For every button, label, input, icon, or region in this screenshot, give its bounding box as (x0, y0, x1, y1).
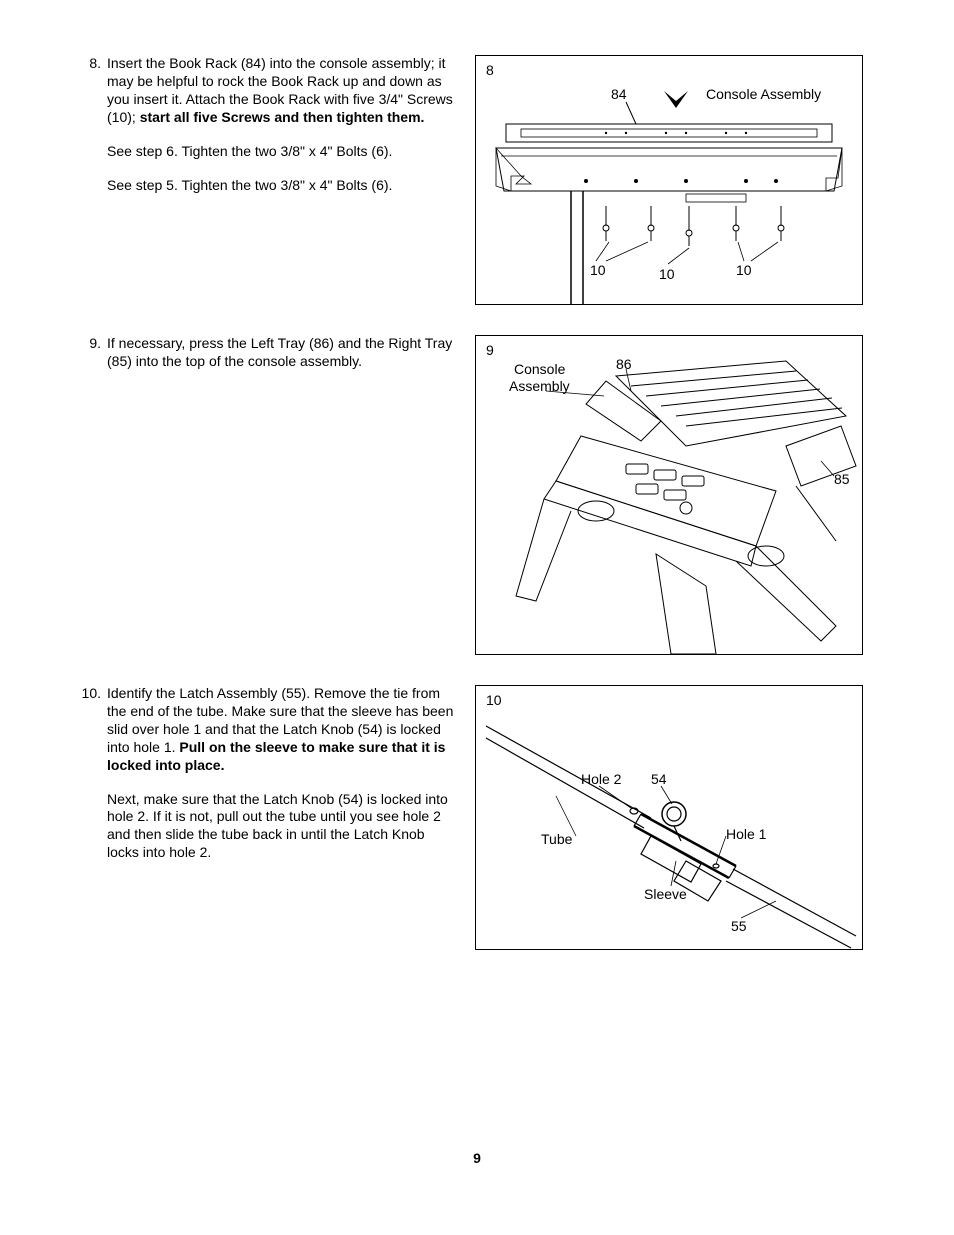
figure-10-svg (476, 686, 862, 949)
text-col-10: 10. Identify the Latch Assembly (55). Re… (75, 685, 475, 950)
label-tube: Tube (541, 831, 572, 847)
label-54: 54 (651, 771, 667, 787)
row-step-10: 10. Identify the Latch Assembly (55). Re… (75, 685, 879, 950)
step-number: 8. (75, 55, 107, 210)
label-hole1: Hole 1 (726, 826, 766, 842)
step-8-para-3: See step 5. Tighten the two 3/8" x 4" Bo… (107, 177, 455, 195)
manual-page: 8. Insert the Book Rack (84) into the co… (0, 0, 954, 1206)
label-10-a: 10 (590, 262, 606, 278)
figure-number: 9 (486, 342, 494, 358)
label-sleeve: Sleeve (644, 886, 687, 902)
figure-col-9: 9 (475, 335, 879, 655)
label-hole2: Hole 2 (581, 771, 621, 787)
text-col-8: 8. Insert the Book Rack (84) into the co… (75, 55, 475, 305)
text-col-9: 9. If necessary, press the Left Tray (86… (75, 335, 475, 655)
label-10-c: 10 (736, 262, 752, 278)
label-85: 85 (834, 471, 850, 487)
figure-8: 8 (475, 55, 863, 305)
step-8-para-1: Insert the Book Rack (84) into the conso… (107, 55, 455, 127)
label-10-b: 10 (659, 266, 675, 282)
figure-10: 10 (475, 685, 863, 950)
row-step-8: 8. Insert the Book Rack (84) into the co… (75, 55, 879, 305)
figure-number: 8 (486, 62, 494, 78)
step-number: 9. (75, 335, 107, 387)
step-10: 10. Identify the Latch Assembly (55). Re… (75, 685, 455, 878)
page-number: 9 (75, 1150, 879, 1166)
step-number: 10. (75, 685, 107, 878)
label-console: Console (514, 361, 565, 377)
row-step-9: 9. If necessary, press the Left Tray (86… (75, 335, 879, 655)
step-body: Identify the Latch Assembly (55). Remove… (107, 685, 455, 878)
step-9-para-1: If necessary, press the Left Tray (86) a… (107, 335, 455, 371)
step-8-para-2: See step 6. Tighten the two 3/8" x 4" Bo… (107, 143, 455, 161)
figure-number: 10 (486, 692, 502, 708)
label-84: 84 (611, 86, 627, 102)
figure-col-8: 8 (475, 55, 879, 305)
step-9: 9. If necessary, press the Left Tray (86… (75, 335, 455, 387)
step-10-para-2: Next, make sure that the Latch Knob (54)… (107, 791, 455, 863)
label-86: 86 (616, 356, 632, 372)
label-55: 55 (731, 918, 747, 934)
step-body: Insert the Book Rack (84) into the conso… (107, 55, 455, 210)
step-10-para-1: Identify the Latch Assembly (55). Remove… (107, 685, 455, 775)
step-8: 8. Insert the Book Rack (84) into the co… (75, 55, 455, 210)
figure-9: 9 (475, 335, 863, 655)
label-assembly: Assembly (509, 378, 570, 394)
figure-col-10: 10 (475, 685, 879, 950)
step-body: If necessary, press the Left Tray (86) a… (107, 335, 455, 387)
label-console-assembly: Console Assembly (706, 86, 821, 102)
